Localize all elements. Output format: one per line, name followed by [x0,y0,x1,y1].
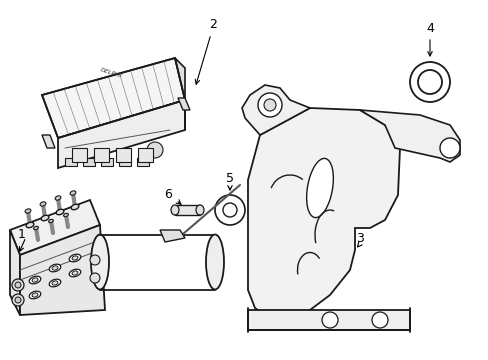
Polygon shape [10,200,100,255]
Polygon shape [83,158,95,166]
Circle shape [258,93,282,117]
Ellipse shape [70,191,76,195]
Ellipse shape [52,266,58,270]
Ellipse shape [25,209,31,213]
Circle shape [90,255,100,265]
Ellipse shape [71,204,79,210]
Polygon shape [72,148,87,162]
Polygon shape [20,225,105,315]
Text: 4: 4 [425,22,433,35]
Circle shape [15,297,21,303]
Polygon shape [137,158,149,166]
Polygon shape [178,98,190,110]
Circle shape [12,279,24,291]
Polygon shape [175,205,200,215]
Ellipse shape [52,281,58,285]
Circle shape [12,294,24,306]
Text: 1: 1 [18,229,26,242]
Text: DELPHI: DELPHI [100,67,123,79]
Polygon shape [119,158,131,166]
Polygon shape [65,158,77,166]
Ellipse shape [91,234,109,289]
Circle shape [321,312,337,328]
Ellipse shape [29,291,41,299]
Polygon shape [160,230,184,242]
Ellipse shape [32,293,38,297]
Circle shape [439,138,459,158]
Ellipse shape [49,279,61,287]
Ellipse shape [34,226,39,230]
Circle shape [264,99,275,111]
Circle shape [371,312,387,328]
Circle shape [90,273,100,283]
Ellipse shape [40,202,46,206]
Polygon shape [138,148,153,162]
Ellipse shape [69,254,81,262]
Ellipse shape [69,269,81,277]
Polygon shape [42,58,184,138]
Text: 5: 5 [225,171,234,184]
Text: 2: 2 [209,18,217,31]
Polygon shape [359,110,459,162]
Polygon shape [101,158,113,166]
Ellipse shape [306,158,333,218]
Circle shape [215,195,244,225]
Text: 3: 3 [355,231,363,244]
Polygon shape [247,108,399,320]
Polygon shape [94,148,109,162]
Circle shape [147,142,163,158]
Ellipse shape [49,264,61,272]
Polygon shape [247,310,409,330]
Ellipse shape [72,271,78,275]
Polygon shape [242,85,309,135]
Ellipse shape [205,234,224,289]
Polygon shape [116,148,131,162]
Ellipse shape [29,276,41,284]
Ellipse shape [196,205,203,215]
Ellipse shape [32,278,38,282]
Polygon shape [10,230,20,315]
Circle shape [223,203,237,217]
Ellipse shape [55,196,61,200]
Ellipse shape [48,219,53,222]
Polygon shape [42,135,55,148]
Ellipse shape [171,205,179,215]
Polygon shape [175,58,184,130]
Ellipse shape [72,256,78,260]
Text: 6: 6 [164,189,172,202]
Ellipse shape [26,222,34,228]
Circle shape [409,62,449,102]
Polygon shape [58,100,184,168]
Ellipse shape [41,215,49,221]
Ellipse shape [63,213,68,217]
Circle shape [417,70,441,94]
Circle shape [15,282,21,288]
Ellipse shape [56,209,64,215]
